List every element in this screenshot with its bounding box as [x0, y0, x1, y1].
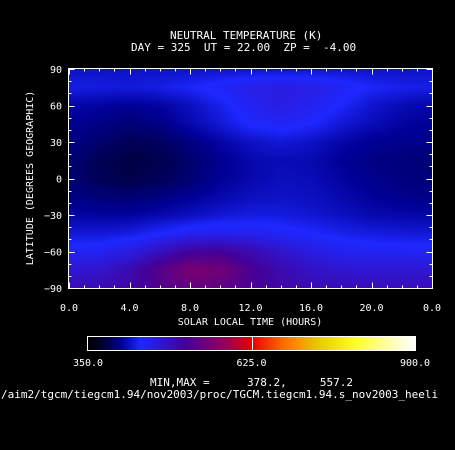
x-tick-label: 0.0: [423, 303, 441, 314]
colorbar-label: 625.0: [236, 358, 266, 369]
y-tick-label: 0: [56, 175, 62, 186]
y-tick-label: 30: [50, 138, 62, 149]
y-tick-labels: 90 60 30 0 −30 −60 −90: [44, 65, 62, 295]
x-tick-label: 4.0: [120, 303, 138, 314]
colorbar-label: 900.0: [400, 358, 430, 369]
minmax-values: 378.2, 557.2: [247, 376, 353, 389]
source-path: /aim2/tgcm/tiegcm1.94/nov2003/proc/TGCM.…: [1, 388, 439, 401]
x-tick-label: 0.0: [60, 303, 78, 314]
temperature-field: [69, 69, 433, 288]
x-axis-label: SOLAR LOCAL TIME (HOURS): [178, 317, 323, 328]
x-tick-label: 16.0: [299, 303, 323, 314]
y-tick-label: 90: [50, 65, 62, 76]
axis-ticks: [68, 68, 433, 289]
colorbar-labels: 350.0 625.0 900.0: [73, 337, 430, 369]
y-axis-label: LATITUDE (DEGREES GEOGRAPHIC): [25, 91, 36, 266]
x-tick-label: 20.0: [359, 303, 383, 314]
plot-frame: [68, 68, 433, 289]
x-tick-label: 12.0: [238, 303, 262, 314]
y-tick-label: −30: [44, 211, 62, 222]
x-tick-label: 8.0: [181, 303, 199, 314]
chart-title: NEUTRAL TEMPERATURE (K): [170, 29, 323, 42]
x-tick-labels: 0.0 4.0 8.0 12.0 16.0 20.0 0.0: [60, 303, 441, 314]
y-tick-label: −60: [44, 248, 62, 259]
colorbar-frame: [87, 336, 416, 351]
minmax-label: MIN,MAX =: [150, 376, 210, 389]
y-tick-label: 60: [50, 102, 62, 113]
colorbar-label: 350.0: [73, 358, 103, 369]
colorbar: [88, 337, 415, 350]
y-tick-label: −90: [44, 284, 62, 295]
chart-subtitle: DAY = 325 UT = 22.00 ZP = -4.00: [131, 41, 357, 54]
